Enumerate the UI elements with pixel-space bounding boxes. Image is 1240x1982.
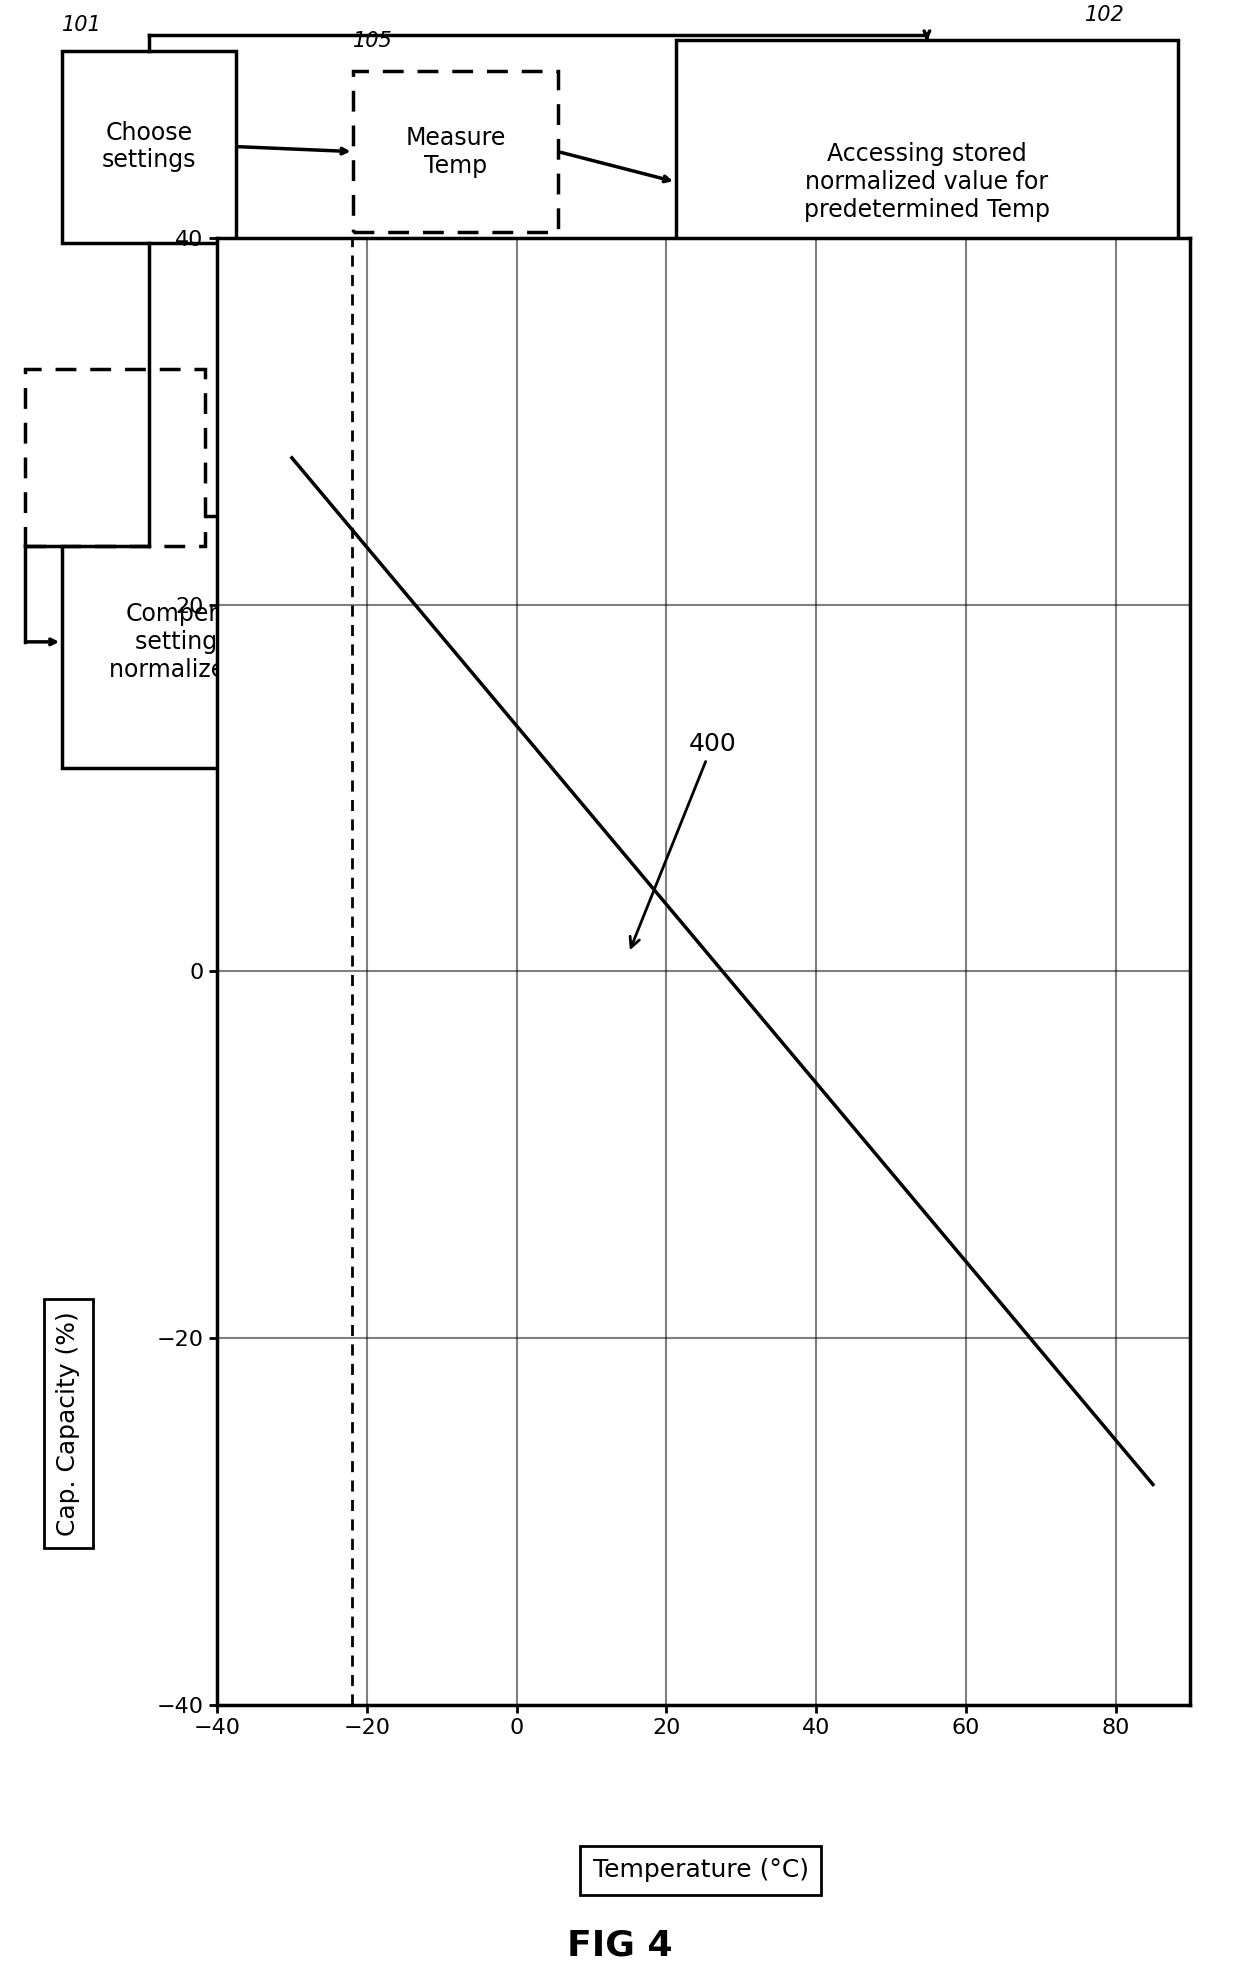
Text: FIG 4: FIG 4 bbox=[567, 1928, 673, 1962]
Text: Measure
Temp: Measure Temp bbox=[405, 125, 506, 178]
Text: Temperature (°C): Temperature (°C) bbox=[593, 1859, 808, 1883]
Text: 105: 105 bbox=[353, 30, 393, 52]
Text: FIG 3: FIG 3 bbox=[573, 862, 667, 896]
Text: 400: 400 bbox=[630, 731, 737, 947]
Text: Choose
settings: Choose settings bbox=[102, 121, 196, 172]
Text: Compensating
settings with
normalized value: Compensating settings with normalized va… bbox=[109, 603, 312, 682]
Text: Accessing stored
normalized value for
predetermined Temp: Accessing stored normalized value for pr… bbox=[804, 143, 1050, 222]
Text: Apply compensated
setting to source: Apply compensated setting to source bbox=[632, 630, 868, 684]
Bar bbox=[62, 52, 236, 242]
Text: 101: 101 bbox=[62, 16, 102, 36]
Bar bbox=[62, 515, 360, 769]
Bar bbox=[229, 369, 1091, 545]
Text: 104: 104 bbox=[955, 753, 994, 773]
Text: 106: 106 bbox=[236, 339, 275, 359]
Text: Interpolate normalized
value: Interpolate normalized value bbox=[526, 432, 795, 484]
Bar bbox=[533, 567, 967, 747]
Text: 102: 102 bbox=[1085, 6, 1125, 26]
Text: 103: 103 bbox=[546, 525, 585, 545]
Text: Cap. Capacity (%): Cap. Capacity (%) bbox=[56, 1312, 81, 1536]
Bar bbox=[25, 369, 205, 545]
Bar bbox=[353, 71, 558, 232]
Bar bbox=[676, 40, 1178, 323]
